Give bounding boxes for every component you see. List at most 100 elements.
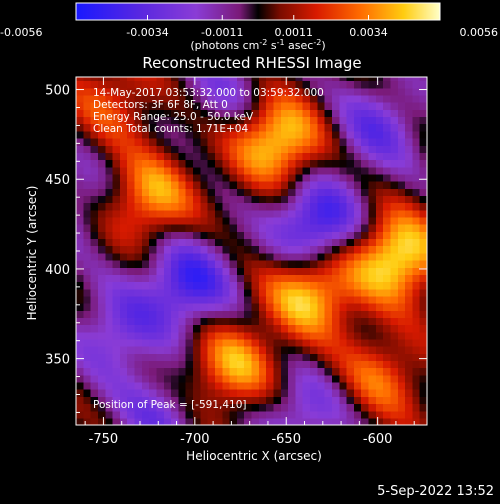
- heatmap-cell: [156, 331, 165, 340]
- heatmap-cell: [171, 417, 179, 425]
- heatmap-cell: [397, 267, 406, 275]
- heatmap-cell: [353, 181, 362, 189]
- heatmap-cell: [200, 130, 209, 139]
- heatmap-cell: [412, 389, 421, 397]
- heatmap-cell: [222, 267, 231, 275]
- heatmap-cell: [141, 288, 150, 297]
- heatmap-cell: [156, 123, 165, 132]
- heatmap-cell: [141, 381, 150, 390]
- heatmap-cell: [244, 216, 253, 225]
- heatmap-cell: [295, 145, 304, 153]
- heatmap-cell: [83, 102, 92, 110]
- heatmap-cell: [368, 295, 377, 304]
- heatmap-cell: [127, 80, 136, 89]
- heatmap-cell: [375, 367, 384, 376]
- heatmap-cell: [390, 310, 399, 318]
- heatmap-cell: [310, 188, 318, 196]
- heatmap-cell: [105, 209, 114, 218]
- heatmap-cell: [119, 145, 128, 153]
- heatmap-cell: [405, 173, 413, 182]
- heatmap-cell: [171, 130, 179, 139]
- heatmap-cell: [324, 396, 333, 405]
- heatmap-cell: [397, 410, 406, 419]
- heatmap-cell: [353, 102, 362, 110]
- heatmap-cell: [207, 410, 216, 419]
- heatmap-cell: [141, 295, 150, 304]
- heatmap-cell: [141, 353, 150, 362]
- heatmap-cell: [83, 159, 92, 168]
- heatmap-cell: [412, 216, 421, 225]
- heatmap-cell: [141, 331, 150, 340]
- heatmap-cell: [229, 303, 238, 311]
- heatmap-cell: [119, 267, 128, 275]
- heatmap-cell: [112, 331, 121, 340]
- heatmap-cell: [105, 374, 114, 383]
- heatmap-cell: [149, 188, 158, 196]
- heatmap-cell: [222, 238, 231, 247]
- heatmap-cell: [193, 281, 201, 290]
- heatmap-cell: [90, 202, 99, 211]
- heatmap-cell: [83, 403, 92, 412]
- heatmap-cell: [310, 403, 318, 412]
- heatmap-cell: [397, 94, 406, 103]
- heatmap-cell: [171, 137, 179, 146]
- heatmap-cell: [193, 173, 201, 182]
- heatmap-cell: [310, 80, 318, 89]
- heatmap-cell: [346, 245, 355, 254]
- heatmap-cell: [346, 367, 355, 376]
- x-tick-label: -600: [363, 432, 393, 447]
- heatmap-cell: [419, 209, 427, 218]
- heatmap-cell: [273, 166, 282, 175]
- heatmap-cell: [251, 181, 260, 189]
- heatmap-cell: [419, 152, 427, 161]
- heatmap-cell: [324, 360, 333, 369]
- x-tick-label: -700: [180, 432, 210, 447]
- heatmap-cell: [156, 209, 165, 218]
- heatmap-cell: [105, 224, 114, 232]
- heatmap-cell: [383, 137, 392, 146]
- heatmap-cell: [331, 130, 340, 139]
- heatmap-cell: [412, 396, 421, 405]
- heatmap-cell: [207, 274, 216, 283]
- heatmap-cell: [178, 231, 187, 240]
- heatmap-cell: [90, 259, 99, 268]
- heatmap-cell: [331, 317, 340, 326]
- heatmap-cell: [405, 403, 413, 412]
- heatmap-cell: [346, 252, 355, 261]
- heatmap-cell: [127, 252, 136, 261]
- heatmap-cell: [185, 303, 194, 311]
- heatmap-cell: [171, 238, 179, 247]
- heatmap-cell: [258, 259, 267, 268]
- heatmap-cell: [251, 310, 260, 318]
- heatmap-cell: [141, 317, 150, 326]
- heatmap-cell: [273, 259, 282, 268]
- heatmap-cell: [112, 310, 121, 318]
- heatmap-cell: [295, 374, 304, 383]
- heatmap-cell: [317, 181, 326, 189]
- heatmap-cell: [222, 303, 231, 311]
- heatmap-cell: [273, 274, 282, 283]
- heatmap-cell: [258, 252, 267, 261]
- heatmap-cell: [405, 396, 413, 405]
- heatmap-cell: [324, 367, 333, 376]
- heatmap-cell: [222, 346, 231, 354]
- heatmap-cell: [200, 181, 209, 189]
- heatmap-cell: [412, 381, 421, 390]
- heatmap-cell: [163, 102, 172, 110]
- heatmap-cell: [339, 324, 348, 333]
- heatmap-cell: [149, 181, 158, 189]
- heatmap-cell: [346, 77, 355, 82]
- heatmap-cell: [324, 274, 333, 283]
- heatmap-cell: [405, 130, 413, 139]
- heatmap-cell: [236, 245, 245, 254]
- heatmap-cell: [163, 94, 172, 103]
- heatmap-cell: [236, 288, 245, 297]
- heatmap-cell: [193, 353, 201, 362]
- heatmap-cell: [397, 295, 406, 304]
- heatmap-cell: [185, 202, 194, 211]
- heatmap-cell: [361, 267, 370, 275]
- heatmap-cell: [163, 331, 172, 340]
- heatmap-cell: [361, 259, 370, 268]
- heatmap-cell: [119, 130, 128, 139]
- heatmap-cell: [339, 102, 348, 110]
